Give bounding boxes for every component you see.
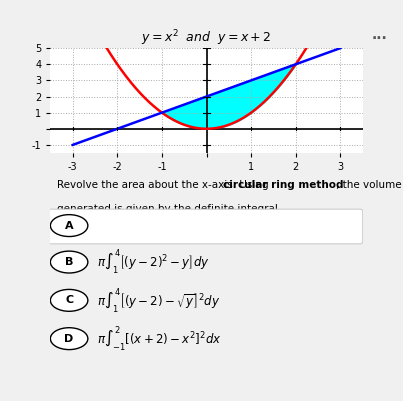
Circle shape [50,290,88,311]
Text: , the volume of the solid: , the volume of the solid [336,180,403,190]
Title: $y = x^2$  and  $y = x+2$: $y = x^2$ and $y = x+2$ [141,28,272,48]
Text: circular ring method: circular ring method [223,180,344,190]
Circle shape [50,328,88,350]
Text: $\pi\int_{-1}^{2}\left[(x+2)^2 - x^4\right]dx$: $\pi\int_{-1}^{2}\left[(x+2)^2 - x^4\rig… [97,211,222,240]
Text: A: A [65,221,73,231]
FancyBboxPatch shape [47,209,363,244]
Text: B: B [65,257,73,267]
Text: C: C [65,296,73,305]
Circle shape [50,215,88,237]
Text: D: D [64,334,74,344]
Text: $\pi\int_{1}^{4}\left[(y-2)^2 - y\right]dy$: $\pi\int_{1}^{4}\left[(y-2)^2 - y\right]… [97,248,210,276]
Text: ...: ... [371,28,387,42]
Text: Revolve the area about the x-axis. Using: Revolve the area about the x-axis. Using [56,180,272,190]
Text: generated is given by the definite integral: generated is given by the definite integ… [56,204,278,214]
Text: $\pi\int_{-1}^{2}\left[(x+2) - x^2\right]^2 dx$: $\pi\int_{-1}^{2}\left[(x+2) - x^2\right… [97,324,222,353]
Text: Revolve the area about the x-axis. Using: Revolve the area about the x-axis. Using [56,180,272,190]
Text: $\pi\int_{1}^{4}\left[(y-2) - \sqrt{y}\right]^2 dy$: $\pi\int_{1}^{4}\left[(y-2) - \sqrt{y}\r… [97,286,221,315]
Circle shape [50,251,88,273]
